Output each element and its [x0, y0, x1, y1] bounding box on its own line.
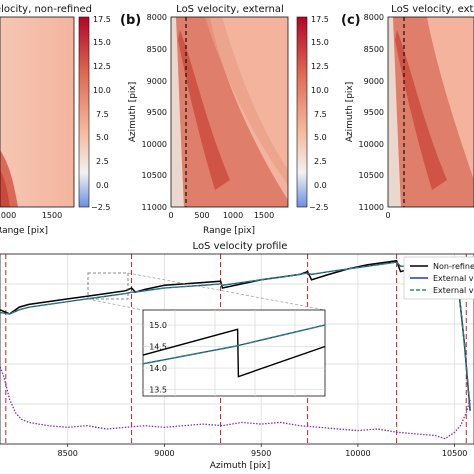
panel-a-colorbar [78, 16, 90, 208]
profile-title: LoS velocity profile [193, 241, 288, 252]
colorbar-tick: 2.5 [96, 157, 109, 166]
colorbar-tick: 10.0 [311, 86, 329, 95]
panel-c-ytick: 8000 [364, 13, 384, 22]
panel-c-letter: (c) [341, 13, 361, 28]
panel-b-xlabel: Range [pix] [203, 226, 255, 236]
panel-b-xtick: 1500 [254, 211, 274, 220]
panel-b-xtick: 500 [194, 211, 209, 220]
panel-c-ytick: 11000 [359, 203, 384, 212]
panel-b-ytick: 10500 [142, 171, 167, 180]
colorbar-tick: 5.0 [314, 133, 327, 142]
colorbar-tick: −2.5 [309, 203, 328, 212]
colorbar-tick: 15.0 [93, 38, 111, 47]
colorbar-tick: −2.5 [91, 203, 110, 212]
colorbar-tick: 5.0 [96, 133, 109, 142]
panel-c-ylabel: Azimuth [pix] [345, 82, 355, 143]
colorbar-tick: 7.5 [96, 110, 109, 119]
panel-b-ytick: 8500 [147, 45, 167, 54]
panel-c-yticks: 8000 8500 9000 9500 10000 10500 11000 [359, 13, 384, 212]
panel-b: (b) LoS velocity, external 8000 8500 900… [120, 4, 329, 236]
panel-a-heatmap [0, 17, 74, 207]
panel-a-xtick: 1500 [42, 211, 62, 220]
x-tick-label: 9500 [251, 449, 271, 458]
panel-b-ytick: 8000 [147, 13, 167, 22]
panel-c-ytick: 9500 [364, 108, 384, 117]
panel-b-ytick: 9000 [147, 77, 167, 86]
panel-b-ylabel: Azimuth [pix] [128, 82, 138, 143]
legend-label-non-refined: Non-refined [433, 262, 474, 271]
panel-b-xticks: 0 500 1000 1500 [168, 211, 274, 220]
inset-series [142, 324, 326, 378]
legend-label-external-refined: External velocity, refined [433, 286, 474, 295]
profile-legend: Non-refined External velocity External v… [403, 256, 474, 300]
colorbar-tick: 15.0 [311, 38, 329, 47]
panel-b-colorbar [296, 16, 308, 208]
panel-a-title: LoS velocity, non-refined [0, 4, 92, 15]
profile-panel: LoS velocity profile 8500 9000 9500 10000 10… [0, 241, 474, 471]
inset-series-non-refined [142, 328, 326, 378]
panel-a-colorbar-ticks: 17.5 15.0 12.5 10.0 7.5 5.0 2.5 0.0 −2.5 [91, 15, 111, 212]
x-tick-label: 10000 [345, 449, 370, 458]
colorbar-tick: 17.5 [93, 15, 111, 24]
colorbar-tick: 12.5 [93, 62, 111, 71]
inset-yticks: 15.0 14.5 14.0 13.5 [149, 321, 167, 395]
inset-ytick: 15.0 [149, 321, 167, 330]
x-tick-label: 8500 [58, 449, 78, 458]
panel-c: (c) LoS velocity, external 8000 8500 900… [341, 4, 474, 220]
panel-c-ytick: 8500 [364, 45, 384, 54]
inset-ytick: 14.5 [149, 343, 167, 352]
panel-c-ytick: 9000 [364, 77, 384, 86]
colorbar-tick: 10.0 [93, 86, 111, 95]
colorbar-tick: 17.5 [311, 15, 329, 24]
colorbar-tick: 0.0 [96, 181, 109, 190]
panel-c-title: LoS velocity, external [391, 4, 474, 15]
inset-series-external-refined [142, 324, 326, 365]
legend-label-external: External velocity [433, 274, 474, 283]
panel-b-xtick: 1000 [223, 211, 243, 220]
panel-b-ytick: 10000 [142, 140, 167, 149]
panel-c-ytick: 10000 [359, 140, 384, 149]
inset-ytick: 13.5 [149, 386, 167, 395]
panel-c-heatmap [388, 17, 474, 207]
profile-xlabel: Azimuth [pix] [210, 461, 271, 471]
panel-c-ytick: 10500 [359, 171, 384, 180]
colorbar-tick: 7.5 [314, 110, 327, 119]
zoom-box [87, 272, 129, 300]
inset-ytick: 14.0 [149, 364, 167, 373]
panel-b-colorbar-ticks: 17.5 15.0 12.5 10.0 7.5 5.0 2.5 0.0 −2.5 [309, 15, 329, 212]
panel-b-ytick: 11000 [142, 203, 167, 212]
profile-xticks: 8500 9000 9500 10000 10500 [58, 444, 467, 458]
panel-a: LoS velocity, non-refined 1000 1500 Rang… [0, 4, 111, 236]
panel-b-letter: (b) [120, 13, 141, 28]
colorbar-tick: 12.5 [311, 62, 329, 71]
colorbar-tick: 0.0 [314, 181, 327, 190]
panel-b-yticks: 8000 8500 9000 9500 10000 10500 11000 [142, 13, 167, 212]
panel-b-title: LoS velocity, external [176, 4, 284, 15]
panel-b-heatmap [171, 17, 288, 207]
colorbar-tick: 2.5 [314, 157, 327, 166]
panel-c-xtick: 0 [385, 211, 390, 220]
panel-b-xtick: 0 [168, 211, 173, 220]
x-tick-label: 9000 [154, 449, 174, 458]
panel-a-xlabel: Range [pix] [0, 226, 48, 236]
x-tick-label: 10500 [442, 449, 467, 458]
zoom-inset: 15.0 14.5 14.0 13.5 [142, 309, 326, 397]
panel-b-ytick: 9500 [147, 108, 167, 117]
panel-a-xtick: 1000 [0, 211, 16, 220]
